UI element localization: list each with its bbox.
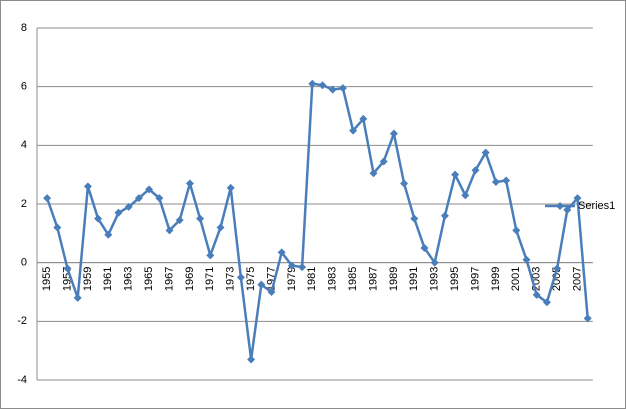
data-point [216,223,225,232]
x-tick-label: 1955 [41,267,53,291]
y-tick-label: 0 [21,257,27,269]
x-tick-label: 1961 [102,267,114,291]
legend-marker [556,202,564,210]
data-point [83,182,92,191]
x-tick-label: 1995 [449,267,461,291]
x-tick-label: 1965 [143,267,155,291]
data-point [451,170,460,179]
x-tick-label: 1963 [123,267,135,291]
data-point [257,280,266,289]
data-point [196,214,205,223]
x-tick-label: 1959 [82,267,94,291]
x-tick-label: 1991 [408,267,420,291]
data-point [43,194,52,203]
data-point [247,355,256,364]
data-point [328,85,337,94]
x-tick-label: 1969 [184,267,196,291]
data-point [318,81,327,90]
data-point [369,169,378,178]
data-point [522,255,531,264]
data-point [491,178,500,186]
data-point [430,258,439,267]
data-point [502,176,511,185]
data-point [400,179,409,188]
data-point [145,185,154,194]
data-point [461,191,470,200]
x-tick-label: 2007 [571,267,583,291]
data-point [440,211,449,220]
data-point [124,202,133,211]
data-point [226,183,235,192]
x-tick-label: 2005 [551,267,563,291]
data-point [573,194,582,203]
y-tick-label: -4 [17,374,27,386]
data-point [532,290,541,299]
data-point [512,226,521,235]
data-point [104,230,113,239]
x-tick-label: 1979 [286,267,298,291]
x-tick-label: 1957 [61,267,73,291]
data-point [420,244,429,252]
y-tick-label: -2 [17,315,27,327]
data-point [277,248,286,257]
data-point [165,226,174,235]
data-point [287,261,296,270]
data-point [308,79,317,88]
data-point [94,214,103,223]
data-point [338,84,347,93]
x-tick-label: 1971 [204,267,216,291]
x-tick-label: 1981 [306,267,318,291]
x-tick-label: 1987 [367,267,379,291]
data-point [267,288,276,296]
data-point [583,314,592,323]
data-point [155,194,164,203]
legend-label: Series1 [578,200,615,212]
y-tick-label: 8 [21,22,27,34]
data-point [410,214,419,223]
x-tick-label: 2001 [510,267,522,291]
x-tick-label: 1999 [490,267,502,291]
y-tick-label: 2 [21,198,27,210]
data-point [389,129,398,138]
x-tick-label: 1973 [225,267,237,291]
data-point [63,264,72,273]
data-point [563,205,572,214]
x-tick-label: 1997 [469,267,481,291]
y-tick-label: 4 [21,139,27,151]
data-point [73,293,82,302]
data-point [298,263,307,272]
data-point [471,166,480,175]
x-tick-label: 1989 [388,267,400,291]
data-point [206,251,215,260]
data-point [542,298,551,307]
x-tick-label: 1993 [429,267,441,291]
data-point [114,208,123,217]
x-tick-label: 1975 [245,267,257,291]
data-point [185,179,194,188]
data-point [134,194,143,203]
x-tick-label: 1983 [327,267,339,291]
data-point [53,223,62,232]
data-point [481,148,490,157]
data-point [349,126,358,135]
x-tick-label: 1967 [163,267,175,291]
data-point [359,114,368,123]
y-tick-label: 6 [21,81,27,93]
data-point [236,273,245,282]
data-point [175,216,184,225]
data-point [379,157,388,166]
x-tick-label: 1985 [347,267,359,291]
data-point [553,264,562,273]
